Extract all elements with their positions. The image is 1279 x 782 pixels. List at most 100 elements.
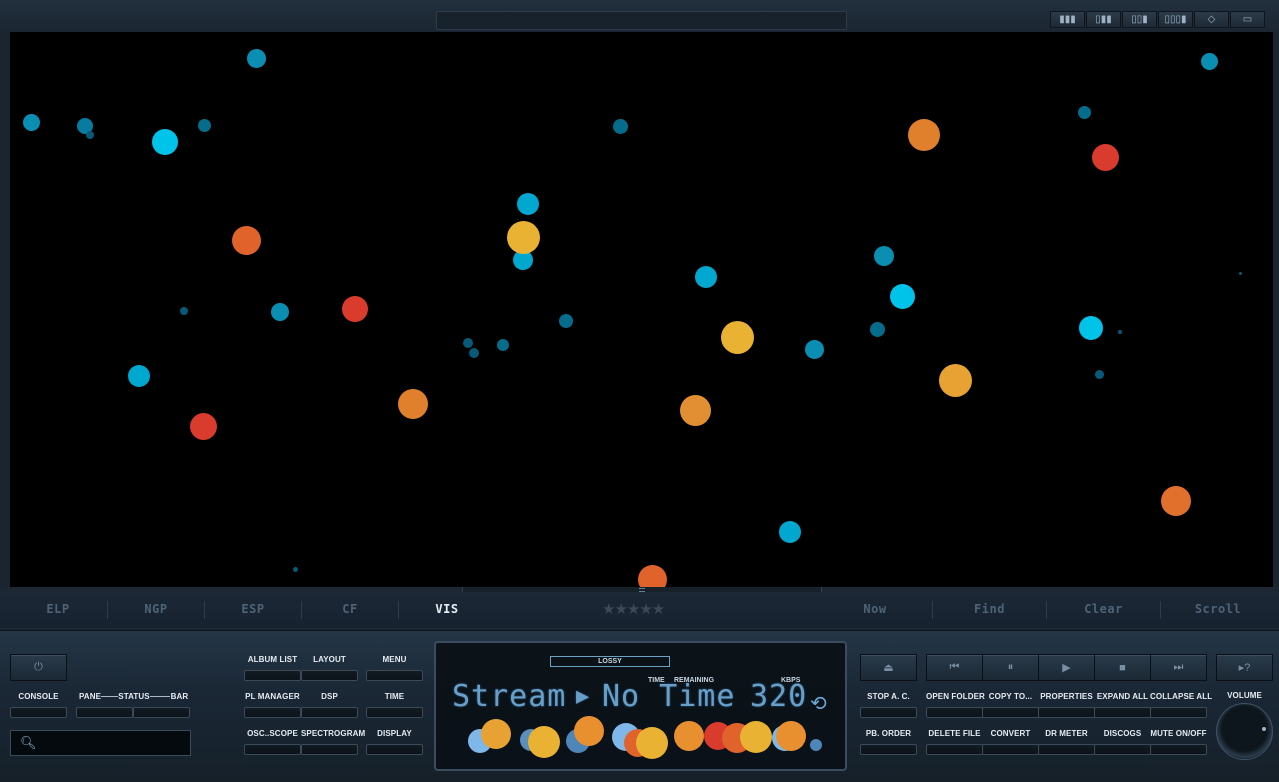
vis-bubble: [1201, 53, 1218, 70]
status-bar-connector: [150, 696, 170, 697]
menu-label: MENU: [382, 655, 407, 664]
tab-divider: [204, 601, 205, 619]
layout-button[interactable]: [301, 670, 358, 681]
vis-bubble: [638, 565, 667, 587]
dr-meter-button[interactable]: [1038, 744, 1095, 755]
tab-elp[interactable]: ELP: [46, 602, 70, 616]
vis-bubble: [890, 284, 915, 309]
properties-label: PROPERTIES: [1040, 692, 1093, 701]
layout-3col-icon[interactable]: ▯▮▮: [1086, 11, 1121, 28]
stop-ac-label: STOP A. C.: [867, 692, 910, 701]
vis-bubble: [613, 119, 628, 134]
expand-all-button[interactable]: [1094, 707, 1151, 718]
mute-button[interactable]: [1150, 744, 1207, 755]
tab-find[interactable]: Find: [974, 602, 1005, 616]
tab-divider: [398, 601, 399, 619]
time-label: TIME: [384, 692, 405, 701]
tab-now[interactable]: Now: [863, 602, 887, 616]
delete-file-label: DELETE FILE: [928, 729, 981, 738]
volume-knob[interactable]: [1216, 703, 1273, 760]
layout-4col-icon[interactable]: ▮▮▮: [1050, 11, 1085, 28]
vis-bubble: [805, 340, 824, 359]
next-track-icon[interactable]: ⏭: [1150, 654, 1207, 681]
status-bar-button[interactable]: [133, 707, 190, 718]
tab-divider: [1046, 601, 1047, 619]
tab-scroll[interactable]: Scroll: [1194, 602, 1242, 616]
tab-cf[interactable]: CF: [342, 602, 358, 616]
window-icon[interactable]: ▭: [1230, 11, 1265, 28]
vis-right-border: [1273, 32, 1279, 587]
play-icon[interactable]: ▶: [1038, 654, 1095, 681]
pane-button[interactable]: [76, 707, 133, 718]
mini-vis-bubble: [674, 721, 704, 751]
mini-vis-bubble: [636, 727, 668, 759]
layout-2col-icon[interactable]: ▯▯▮: [1122, 11, 1157, 28]
vis-bubble: [198, 119, 211, 132]
vis-bubble: [232, 226, 261, 255]
mini-vis-bubble: [481, 719, 511, 749]
vis-bubble: [190, 413, 217, 440]
vis-bubble: [247, 49, 266, 68]
discogs-button[interactable]: [1094, 744, 1151, 755]
album-list-label: ALBUM LIST: [247, 655, 298, 664]
vis-bubble: [86, 131, 94, 139]
osc-scope-button[interactable]: [244, 744, 301, 755]
vis-bubble: [870, 322, 885, 337]
vis-bubble: [342, 296, 368, 322]
menu-button[interactable]: [366, 670, 423, 681]
move-icon[interactable]: ◇: [1194, 11, 1229, 28]
stop-icon[interactable]: ■: [1094, 654, 1151, 681]
display-label: DISPLAY: [377, 729, 412, 738]
stop-ac-button[interactable]: [860, 707, 917, 718]
vis-bubble: [469, 348, 479, 358]
time-button[interactable]: [366, 707, 423, 718]
vis-bubble: [1079, 316, 1103, 340]
mini-vis-bubble: [574, 716, 604, 746]
display-button[interactable]: [366, 744, 423, 755]
copy-to-button[interactable]: [982, 707, 1039, 718]
spectrogram-button[interactable]: [301, 744, 358, 755]
now-playing-display: LOSSY TIME REMAINING KBPS Stream ▶ No Ti…: [434, 641, 847, 771]
open-folder-button[interactable]: [926, 707, 983, 718]
top-search-bar[interactable]: [436, 11, 847, 30]
search-field[interactable]: 🔍︎: [10, 730, 191, 756]
tab-bar: ELP NGP ESP CF VIS Now Find Clear Scroll: [0, 592, 1279, 628]
tab-divider: [932, 601, 933, 619]
vis-bubble: [559, 314, 573, 328]
splitter-grip-icon[interactable]: [639, 588, 645, 592]
kbps-caption: KBPS: [781, 677, 801, 684]
repeat-icon[interactable]: ⟲: [810, 693, 827, 715]
vis-bubble: [507, 221, 540, 254]
vis-bubble: [23, 114, 40, 131]
delete-file-button[interactable]: [926, 744, 983, 755]
search-icon[interactable]: 🔍︎: [20, 735, 37, 750]
power-button[interactable]: ⏻: [10, 654, 67, 681]
tab-esp[interactable]: ESP: [241, 602, 265, 616]
collapse-all-button[interactable]: [1150, 707, 1207, 718]
tab-vis[interactable]: VIS: [435, 602, 459, 616]
console-button[interactable]: [10, 707, 67, 718]
album-list-button[interactable]: [244, 670, 301, 681]
pause-icon[interactable]: ⏸: [982, 654, 1039, 681]
time-caption: TIME: [648, 677, 665, 684]
pl-manager-button[interactable]: [244, 707, 301, 718]
help-button[interactable]: ▸?: [1216, 654, 1273, 681]
mini-vis-bubble: [528, 726, 560, 758]
convert-button[interactable]: [982, 744, 1039, 755]
vis-bubble: [497, 339, 509, 351]
mini-vis-bubble: [776, 721, 806, 751]
previous-track-icon[interactable]: ⏮: [926, 654, 983, 681]
open-folder-label: OPEN FOLDER: [926, 692, 985, 701]
properties-button[interactable]: [1038, 707, 1095, 718]
expand-all-label: EXPAND ALL: [1096, 692, 1149, 701]
layout-1col-icon[interactable]: ▯▯▯▮: [1158, 11, 1193, 28]
tab-ngp[interactable]: NGP: [144, 602, 168, 616]
eject-button[interactable]: ⏏: [860, 654, 917, 681]
pb-order-button[interactable]: [860, 744, 917, 755]
rating-stars[interactable]: ★★★★★: [602, 601, 665, 618]
vis-bubble: [128, 365, 150, 387]
dsp-button[interactable]: [301, 707, 358, 718]
vis-bubble: [293, 567, 298, 572]
vis-bubble: [680, 395, 711, 426]
tab-clear[interactable]: Clear: [1084, 602, 1123, 616]
